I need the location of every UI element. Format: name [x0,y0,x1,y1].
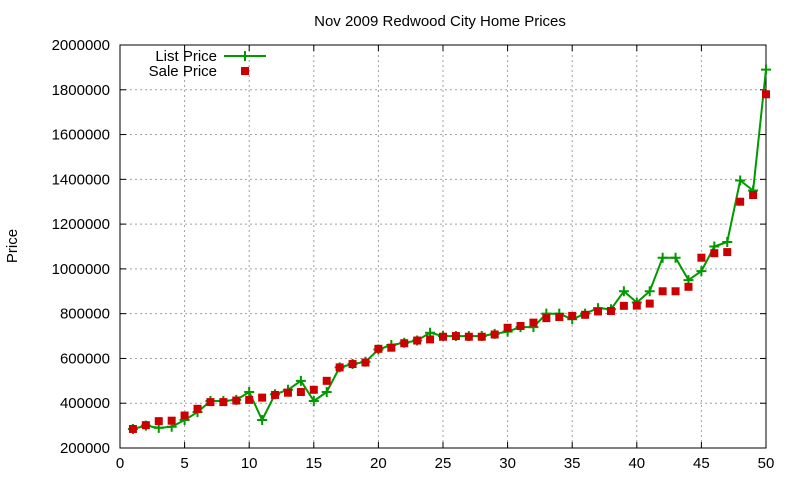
sale-price-point [503,323,512,332]
y-tick-label: 1400000 [52,171,110,188]
sale-price-point [232,396,241,405]
x-tick-label: 10 [241,455,258,472]
sale-price-point [439,332,447,341]
sale-price-point [464,332,473,341]
sale-price-point [594,307,603,316]
sale-price-point [193,404,202,413]
x-tick-label: 15 [305,455,322,472]
sale-price-point [361,358,370,367]
list-price-point [722,237,733,248]
x-tick-label: 35 [564,455,581,472]
sale-price-point [749,191,758,200]
list-price-point [670,252,681,263]
sale-price-point [658,287,667,296]
sale-price-point [568,311,577,320]
sale-price-point [271,390,280,399]
x-tick-label: 0 [116,455,124,472]
sale-price-point [400,339,409,348]
sale-price-point [490,330,499,339]
sale-price-point [322,376,331,385]
list-price-point [696,266,707,277]
sale-price-point [645,299,654,308]
sale-price-point [529,318,538,327]
legend-label-list-price: List Price [155,48,217,65]
sale-price-point [154,417,163,426]
x-tick-label: 30 [499,455,516,472]
legend-marker-list-price [240,51,250,61]
y-tick-label: 2000000 [52,37,110,54]
sale-price-point [128,424,137,433]
y-axis-label: Price [4,229,21,263]
sale-price-point [684,282,693,291]
x-tick-label: 5 [180,455,188,472]
sale-price-point [542,314,551,323]
series-sale-price [128,90,770,433]
sale-price-point [374,344,383,353]
sale-price-point [723,248,732,257]
sale-price-point [258,393,267,402]
list-price-point [308,395,319,406]
legend-marker-sale-price [241,67,249,75]
sale-price-point [516,321,525,330]
y-tick-label: 1000000 [52,261,110,278]
sale-price-point [697,253,706,262]
sale-price-point [606,306,615,315]
sale-price-point [387,343,396,352]
list-price-point [657,252,668,263]
sale-price-point [736,197,745,206]
sale-price-point [632,301,641,310]
list-price-line [132,69,767,430]
sale-price-point [426,335,435,344]
list-price-point [618,286,629,297]
sale-price-point [710,249,719,258]
grid-lines [120,45,766,448]
sale-price-point [141,421,150,430]
y-tick-label: 800000 [60,306,110,323]
sale-price-point [451,332,460,341]
x-tick-label: 40 [628,455,645,472]
y-tick-label: 400000 [60,395,110,412]
y-tick-label: 1800000 [52,82,110,99]
legend: List Price Sale Price [149,48,266,80]
list-price-point [735,175,746,186]
sale-price-point [206,398,215,407]
sale-price-point [348,360,357,369]
list-price-point [257,415,268,426]
sale-price-point [477,332,486,341]
chart-title: Nov 2009 Redwood City Home Prices [314,13,566,30]
sale-price-point [335,363,344,372]
sale-price-point [167,416,176,425]
legend-label-sale-price: Sale Price [149,63,217,80]
x-tick-label: 50 [758,455,775,472]
sale-price-point [245,395,254,404]
sale-price-point [671,287,680,296]
y-tick-label: 1200000 [52,216,110,233]
list-price-point [244,387,255,398]
sale-price-point [283,388,292,397]
x-tick-label: 25 [435,455,452,472]
sale-price-point [555,313,564,322]
list-price-point [644,286,655,297]
sale-price-point [619,301,628,310]
sale-price-point [180,411,189,420]
axis-ticks: 0 5 10 15 20 25 30 35 40 45 50 200000 400000 600000 80… [52,37,775,472]
list-price-point [761,64,771,75]
y-tick-label: 1600000 [52,127,110,144]
series-list-price [127,64,771,434]
sale-price-point [296,388,305,397]
list-price-point [321,387,332,398]
sale-price-point [762,90,770,99]
sale-price-point [309,385,318,394]
sale-price-point [219,398,228,407]
y-tick-label: 600000 [60,350,110,367]
sale-price-point [413,336,422,345]
x-tick-label: 20 [370,455,387,472]
y-tick-label: 200000 [60,440,110,457]
data-series [127,64,771,434]
sale-price-point [581,310,590,319]
list-price-point [295,375,306,386]
x-tick-label: 45 [693,455,710,472]
